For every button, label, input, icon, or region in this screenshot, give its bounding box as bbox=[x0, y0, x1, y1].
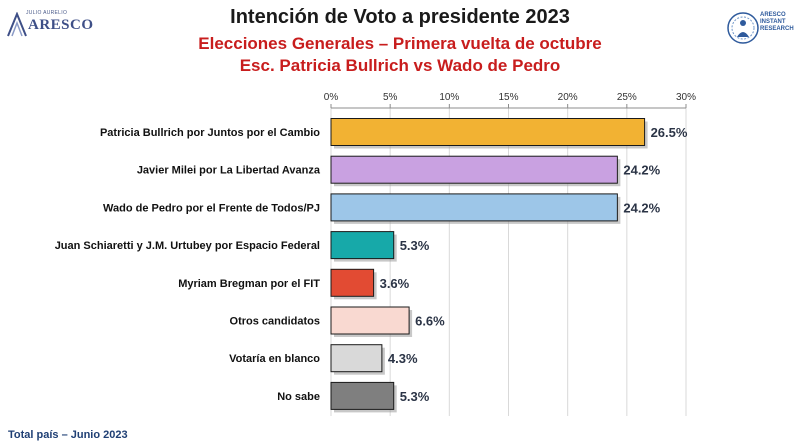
aresco-instant-research-logo: ARESCO INSTANT RESEARCH bbox=[726, 6, 794, 54]
x-tick-label: 15% bbox=[498, 92, 518, 103]
category-label: Javier Milei por La Libertad Avanza bbox=[137, 165, 321, 177]
page-title: Intención de Voto a presidente 2023 bbox=[230, 6, 570, 28]
page-subtitle-election: Elecciones Generales – Primera vuelta de… bbox=[198, 34, 602, 53]
logo-brand-text: ARESCO bbox=[28, 17, 94, 33]
bar bbox=[330, 155, 618, 184]
category-label: Myriam Bregman por el FIT bbox=[178, 278, 320, 290]
footer-note: Total país – Junio 2023 bbox=[8, 429, 128, 441]
logo-small-text: JULIO AURELIO bbox=[26, 10, 68, 16]
data-label: 24.2% bbox=[623, 163, 660, 178]
bar bbox=[330, 381, 395, 410]
data-label: 3.6% bbox=[380, 276, 410, 291]
research-logo-text: ARESCO INSTANT RESEARCH bbox=[760, 12, 794, 32]
data-label: 24.2% bbox=[623, 200, 660, 215]
data-label: 6.6% bbox=[415, 314, 445, 329]
category-label: Otros candidatos bbox=[230, 316, 320, 328]
x-tick-label: 30% bbox=[676, 92, 696, 103]
data-label: 5.3% bbox=[400, 238, 430, 253]
category-label: Wado de Pedro por el Frente de Todos/PJ bbox=[103, 202, 320, 214]
research-seal-icon bbox=[727, 12, 759, 44]
aresco-logo: JULIO AURELIO ARESCO bbox=[6, 10, 96, 40]
x-tick-label: 10% bbox=[439, 92, 459, 103]
data-label: 5.3% bbox=[400, 389, 430, 404]
bar bbox=[330, 306, 410, 335]
data-label: 26.5% bbox=[651, 125, 688, 140]
x-tick-label: 0% bbox=[324, 92, 339, 103]
category-label: Votaría en blanco bbox=[229, 353, 320, 365]
aresco-logo-mark-icon bbox=[7, 12, 27, 37]
x-tick-label: 25% bbox=[617, 92, 637, 103]
page-subtitle-scenario: Esc. Patricia Bullrich vs Wado de Pedro bbox=[239, 56, 561, 75]
category-label: Patricia Bullrich por Juntos por el Camb… bbox=[100, 127, 320, 139]
x-tick-label: 20% bbox=[558, 92, 578, 103]
bar bbox=[330, 193, 618, 222]
category-label: No sabe bbox=[277, 391, 320, 403]
bar bbox=[330, 268, 375, 297]
x-tick-label: 5% bbox=[383, 92, 398, 103]
data-label: 4.3% bbox=[388, 351, 418, 366]
bar bbox=[330, 118, 646, 146]
bar bbox=[330, 344, 383, 373]
category-label: Juan Schiaretti y J.M. Urtubey por Espac… bbox=[55, 240, 320, 252]
bar bbox=[330, 231, 395, 260]
